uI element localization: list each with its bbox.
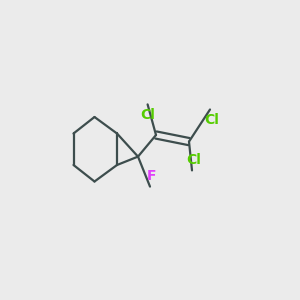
Text: F: F — [146, 169, 156, 183]
Text: Cl: Cl — [140, 108, 155, 122]
Text: Cl: Cl — [186, 153, 201, 167]
Text: Cl: Cl — [204, 113, 219, 127]
